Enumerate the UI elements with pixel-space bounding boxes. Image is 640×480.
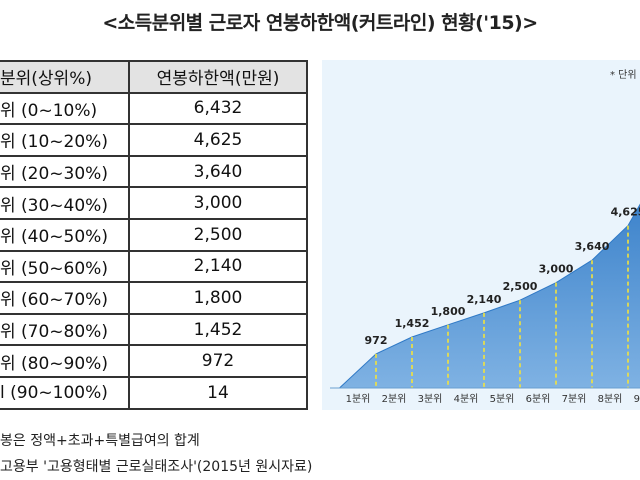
table-row: 위 (80~90%) 972: [0, 344, 308, 378]
table-cell: 위 (20~30%): [0, 154, 130, 189]
data-label: 3,640: [575, 240, 610, 253]
table: 분위(상위%) 연봉하한액(만원) 위 (0~10%) 6,432 위 (10~20%)…: [0, 60, 308, 410]
table-cell: 3,640: [128, 154, 308, 189]
table-cell: 4,625: [128, 123, 308, 157]
table-row: 위 (50~60%) 2,140: [0, 249, 308, 284]
note: 고용부 '고용형태별 근로실태조사'(2015년 원시자료): [0, 459, 313, 475]
data-label: 1,800: [431, 305, 466, 318]
table-row: l (90~100%) 14: [0, 375, 308, 410]
data-label: 2,140: [467, 293, 502, 306]
table-cell: 1,452: [128, 312, 308, 347]
x-tick-label: 4분위: [454, 392, 479, 405]
table-cell: 위 (0~10%): [0, 91, 130, 126]
table-row: 위 (60~70%) 1,800: [0, 281, 308, 315]
table-cell: 위 (50~60%): [0, 249, 130, 284]
title: <소득분위별 근로자 연봉하한액(커트라인) 현황('15)>: [102, 12, 538, 34]
table-cell: 6,432: [128, 91, 308, 126]
data-label: 4,625: [611, 206, 640, 219]
table-row: 위 (10~20%) 4,625: [0, 123, 308, 157]
x-tick-label: 6분위: [526, 392, 551, 405]
x-tick-label: 5분위: [490, 392, 515, 405]
x-tick-label: 3분위: [418, 392, 443, 405]
table-row: 위 (40~50%) 2,500: [0, 217, 308, 252]
table-row: 위 (0~10%) 6,432: [0, 91, 308, 126]
table-cell: 2,140: [128, 249, 308, 284]
data-label: 1,452: [395, 317, 430, 330]
unit-note: * 단위: [610, 68, 637, 81]
table-cell: 위 (40~50%): [0, 217, 130, 252]
table-row: 분위(상위%) 연봉하한액(만원): [0, 60, 308, 94]
table-cell: 위 (60~70%): [0, 281, 130, 315]
table-cell: 14: [128, 375, 308, 410]
x-tick-label: 2분위: [382, 392, 407, 405]
x-tick-label: 9분위: [634, 392, 640, 405]
data-label: 3,000: [539, 263, 574, 276]
table-cell: 972: [128, 344, 308, 378]
table-cell: 3,000: [128, 186, 308, 220]
header-cell: 분위(상위%): [0, 60, 130, 94]
table-cell: 위 (80~90%): [0, 344, 130, 378]
plot: 9721,4521,8002,1402,5003,0003,6404,6256,…: [330, 203, 640, 405]
x-tick-label: 1분위: [346, 392, 371, 405]
table-row: 위 (30~40%) 3,000: [0, 186, 308, 220]
table-cell: 위 (30~40%): [0, 186, 130, 220]
data-label: 972: [365, 334, 388, 347]
table-row: 위 (70~80%) 1,452: [0, 312, 308, 347]
x-tick-label: 8분위: [598, 392, 623, 405]
chart: 9721,4521,8002,1402,5003,0003,6404,6256,…: [322, 60, 640, 410]
table-cell: l (90~100%): [0, 375, 130, 410]
x-tick-label: 7분위: [562, 392, 587, 405]
header-cell: 연봉하한액(만원): [128, 60, 308, 94]
table-cell: 위 (70~80%): [0, 312, 130, 347]
table-row: 위 (20~30%) 3,640: [0, 154, 308, 189]
table-cell: 1,800: [128, 281, 308, 315]
note: 봉은 정액+초과+특별급여의 합계: [0, 433, 200, 449]
table-cell: 2,500: [128, 217, 308, 252]
data-label: 2,500: [503, 280, 538, 293]
table-cell: 위 (10~20%): [0, 123, 130, 157]
